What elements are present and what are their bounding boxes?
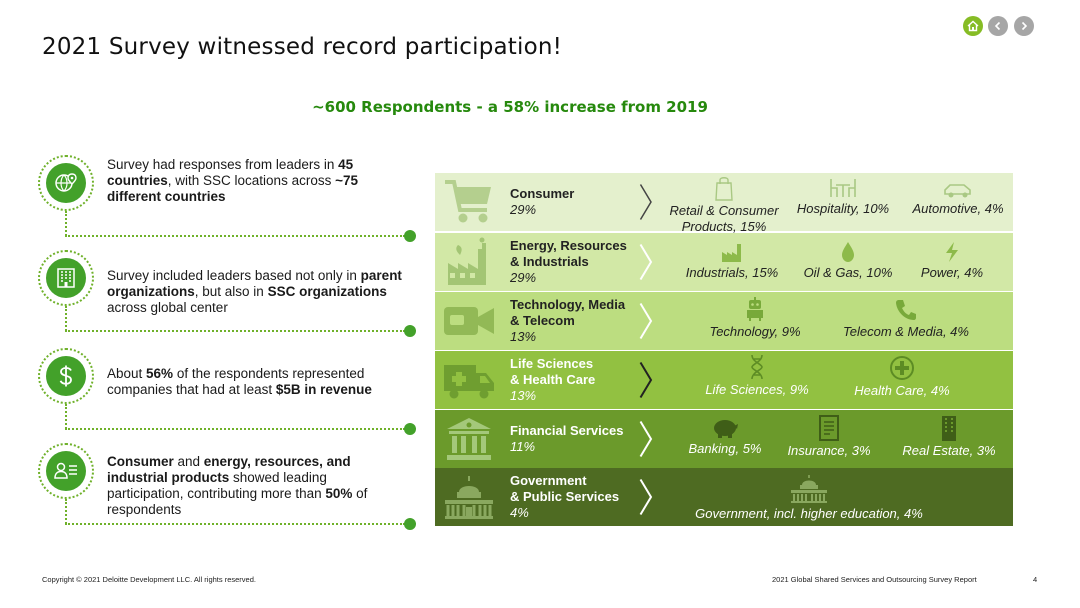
subsector-banking: Banking, 5%	[675, 415, 775, 457]
globe-pin-icon	[55, 173, 77, 192]
dna-icon	[751, 354, 763, 380]
footer-copyright: Copyright © 2021 Deloitte Development LL…	[42, 575, 256, 584]
bullet-text: Consumer and energy, resources, and indu…	[107, 454, 368, 517]
next-button[interactable]	[1014, 16, 1034, 36]
chevron-right-icon	[639, 420, 653, 458]
chevron-right-icon	[1021, 21, 1028, 31]
phone-icon	[896, 300, 916, 320]
previous-button[interactable]	[988, 16, 1008, 36]
subsector-automotive: Automotive, 4%	[903, 181, 1013, 217]
sector-name-line2: & Industrials	[510, 254, 589, 269]
sector-row-technology: Technology, Media & Telecom 13% Technology…	[435, 292, 1013, 350]
sector-percent: 11%	[510, 439, 536, 454]
bullet-revenue: About 56% of the respondents represented…	[38, 348, 428, 440]
oil-drop-icon	[842, 242, 854, 262]
subsector-hospitality: Hospitality, 10%	[787, 177, 899, 217]
page-title: 2021 Survey witnessed record participati…	[42, 34, 563, 60]
capitol-icon	[445, 476, 493, 519]
capitol-small-icon	[791, 475, 827, 503]
video-camera-icon	[444, 307, 494, 335]
factory-small-icon	[722, 244, 741, 262]
robot-icon	[747, 297, 763, 321]
subsector-life-sciences: Life Sciences, 9%	[693, 354, 821, 398]
subsector-real-estate: Real Estate, 3%	[893, 415, 1005, 459]
chevron-right-icon	[639, 243, 653, 281]
sector-name: Consumer	[510, 186, 575, 201]
chevron-right-icon	[639, 302, 653, 340]
sector-name: Life Sciences	[510, 356, 594, 371]
dollar-icon	[59, 365, 72, 387]
subsector-technology: Technology, 9%	[697, 296, 813, 340]
home-icon	[967, 20, 979, 32]
sector-name-line2: & Telecom	[510, 313, 575, 328]
sector-name-line2: & Health Care	[510, 372, 596, 387]
chevron-right-icon	[639, 478, 653, 516]
bullet-countries: Survey had responses from leaders in 45 …	[38, 155, 428, 247]
shopping-cart-icon	[445, 180, 491, 223]
bullet-organizations: Survey included leaders based not only i…	[38, 250, 428, 342]
subsector-retail: Retail & Consumer Products, 15%	[659, 175, 789, 235]
sector-name: Energy, Resources	[510, 238, 627, 253]
sector-percent: 29%	[510, 270, 537, 285]
shopping-bag-icon	[715, 177, 733, 201]
dining-icon	[830, 179, 856, 197]
chevron-left-icon	[994, 21, 1001, 31]
sector-percent: 13%	[510, 388, 537, 403]
bank-icon	[447, 418, 491, 460]
sector-name: Government	[510, 473, 587, 488]
skyscraper-icon	[942, 416, 956, 441]
sector-row-consumer: Consumer 29% Retail & Consumer Products, …	[435, 173, 1013, 234]
sector-name: Technology, Media	[510, 297, 626, 312]
factory-icon	[448, 237, 486, 285]
chevron-right-icon	[639, 184, 652, 220]
people-list-icon	[54, 462, 77, 479]
subsector-insurance: Insurance, 3%	[779, 415, 879, 459]
subsector-oil-gas: Oil & Gas, 10%	[793, 241, 903, 281]
bullet-text: Survey had responses from leaders in 45 …	[107, 157, 358, 204]
lightning-icon	[946, 242, 958, 262]
respondents-headline: ~600 Respondents - a 58% increase from 2…	[312, 98, 708, 116]
sector-row-energy: Energy, Resources & Industrials 29% Indust…	[435, 233, 1013, 291]
subsector-government: Government, incl. higher education, 4%	[673, 474, 945, 522]
bullet-text: Survey included leaders based not only i…	[107, 268, 402, 315]
document-icon	[819, 415, 839, 441]
sector-name: Financial Services	[510, 423, 624, 438]
bullet-text: About 56% of the respondents represented…	[107, 366, 372, 397]
footer-report-title: 2021 Global Shared Services and Outsourc…	[772, 575, 977, 584]
sector-percent: 13%	[510, 329, 537, 344]
building-icon	[57, 268, 75, 288]
subsector-industrials: Industrials, 15%	[675, 241, 789, 281]
subsector-health-care: Health Care, 4%	[841, 355, 963, 399]
piggy-bank-icon	[714, 420, 738, 438]
sector-percent: 29%	[510, 202, 537, 217]
sector-percent: 4%	[510, 505, 529, 520]
sector-row-financial: Financial Services 11% Banking, 5% Insura…	[435, 410, 1013, 468]
page-number: 4	[1033, 575, 1038, 584]
car-icon	[944, 184, 971, 198]
home-button[interactable]	[963, 16, 983, 36]
bullet-participation: Consumer and energy, resources, and indu…	[38, 443, 428, 535]
sector-row-life-sciences: Life Sciences & Health Care 13% Life Scien…	[435, 351, 1013, 409]
subsector-telecom: Telecom & Media, 4%	[831, 298, 981, 340]
ambulance-icon	[444, 365, 494, 399]
subsector-power: Power, 4%	[907, 241, 997, 281]
sector-name-line2: & Public Services	[510, 489, 620, 504]
medical-cross-icon	[890, 356, 914, 380]
sector-row-government: Government & Public Services 4% Government…	[435, 468, 1013, 526]
chevron-right-icon	[639, 361, 653, 399]
